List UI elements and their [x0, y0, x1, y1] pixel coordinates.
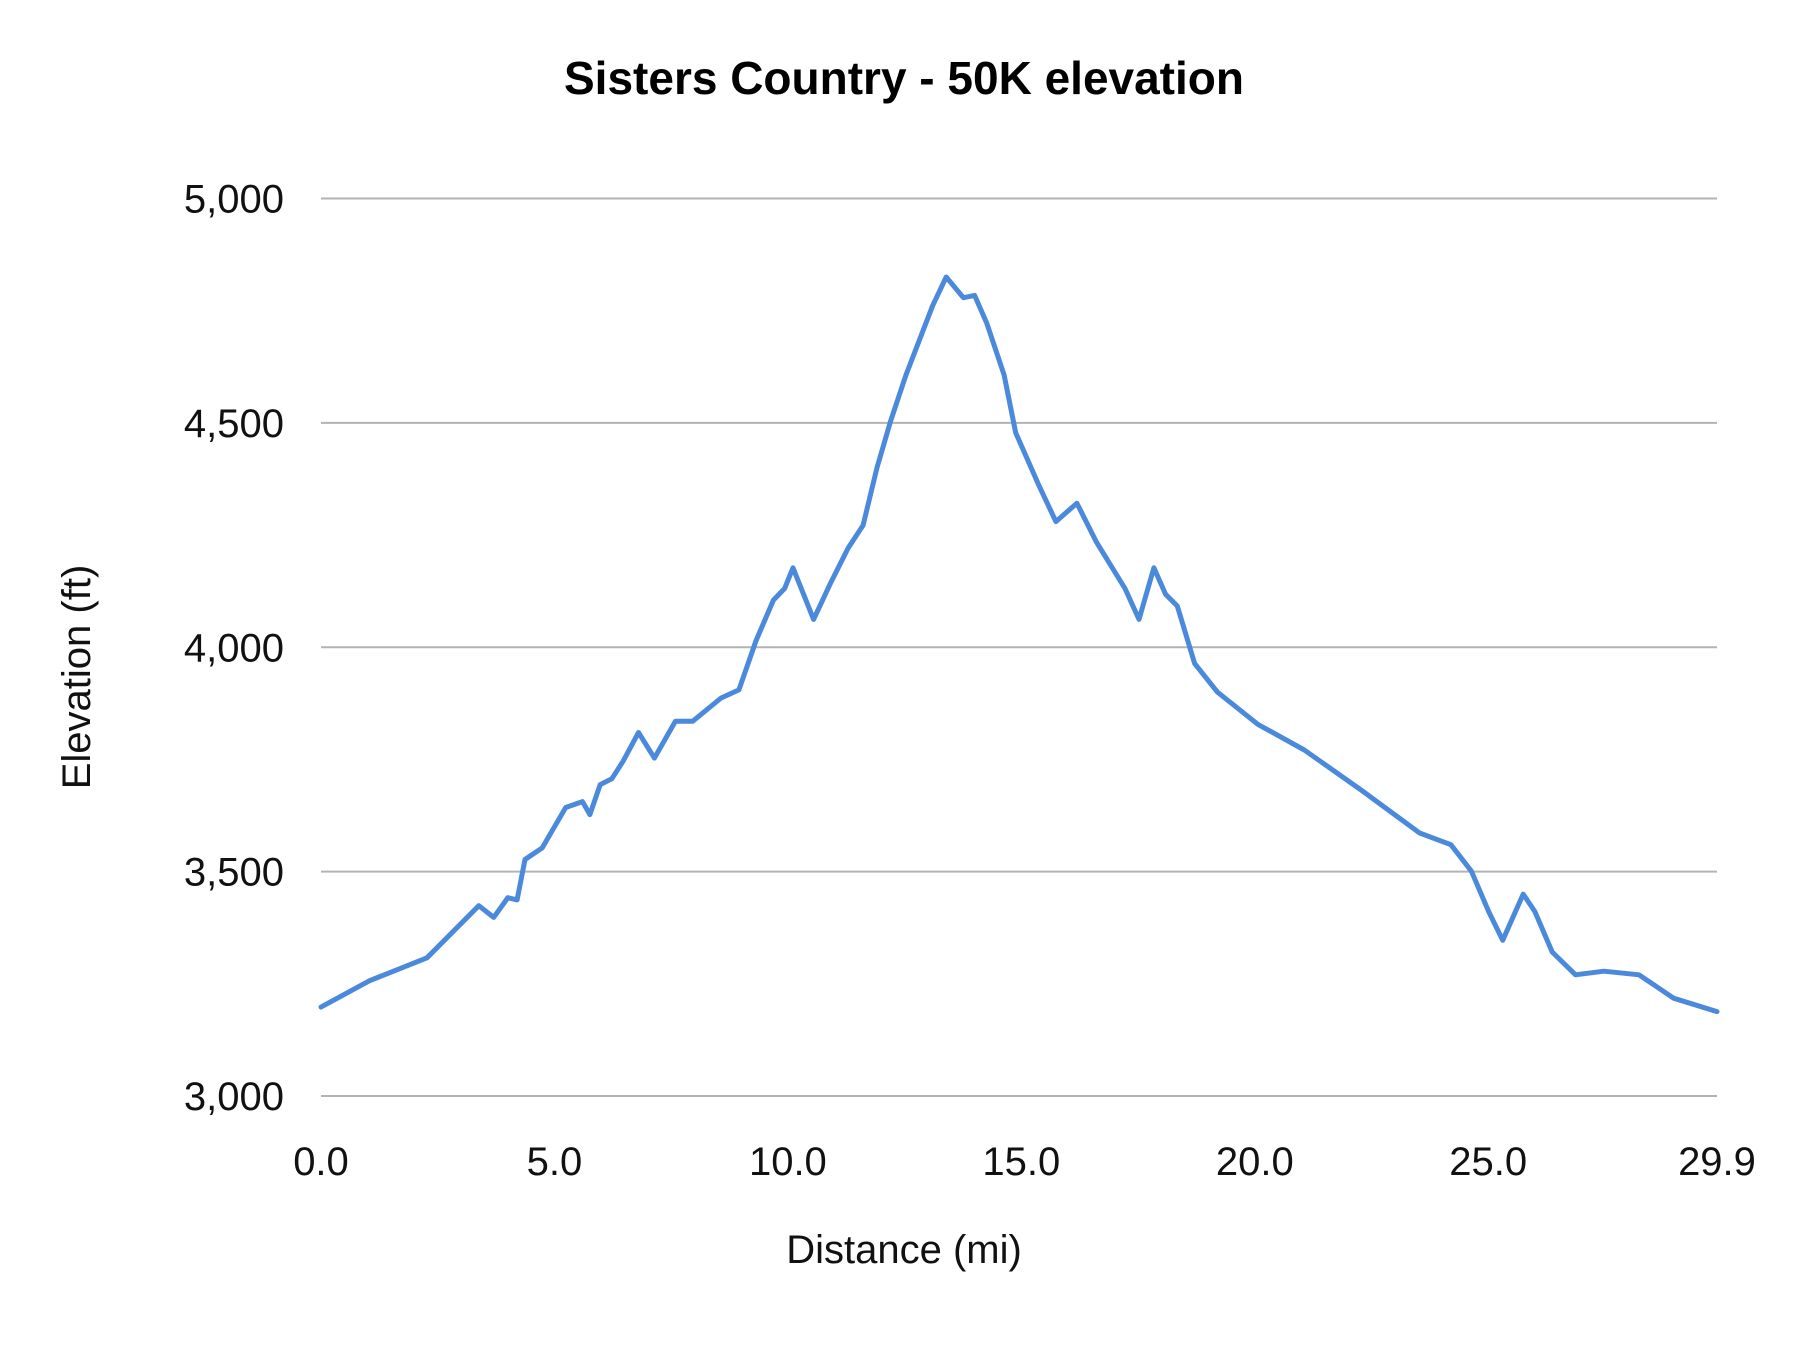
x-axis-label: Distance (mi): [786, 1228, 1022, 1272]
elevation-line: [318, 274, 1720, 1015]
y-tick-label: 5,000: [184, 178, 284, 222]
y-tick-label: 3,500: [184, 851, 284, 895]
y-tick-label: 4,500: [184, 402, 284, 446]
x-tick-label: 10.0: [749, 1140, 827, 1184]
x-tick-label: 15.0: [982, 1140, 1060, 1184]
y-tick-labels: 3,000 3,500 4,000 4,500 5,000: [184, 178, 284, 1120]
x-tick-label: 0.0: [293, 1140, 349, 1184]
gridlines: [321, 197, 1717, 1097]
chart-title: Sisters Country - 50K elevation: [564, 52, 1244, 104]
x-tick-label: 20.0: [1216, 1140, 1294, 1184]
x-tick-label: 25.0: [1449, 1140, 1527, 1184]
x-tick-label: 29.9: [1678, 1140, 1756, 1184]
y-tick-label: 4,000: [184, 626, 284, 670]
x-tick-labels: 0.0 5.0 10.0 15.0 20.0 25.0 29.9: [293, 1140, 1756, 1184]
y-axis-label: Elevation (ft): [55, 565, 99, 790]
x-tick-label: 5.0: [527, 1140, 583, 1184]
y-tick-label: 3,000: [184, 1075, 284, 1119]
